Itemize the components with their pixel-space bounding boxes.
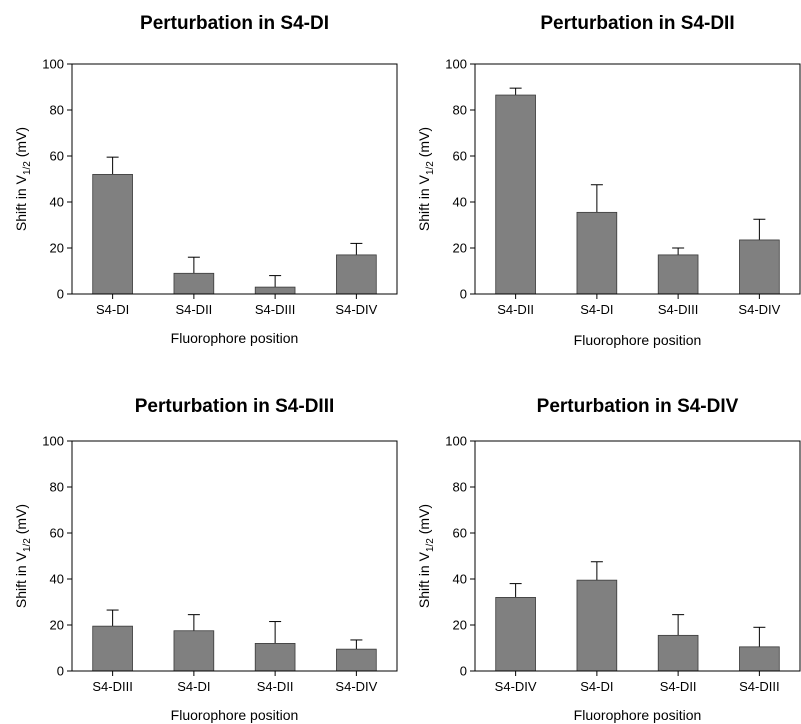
y-tick-label: 100 xyxy=(42,434,64,449)
bar xyxy=(657,634,699,672)
y-axis-label-subscript: 1/2 xyxy=(425,538,436,552)
y-axis-label-main: Shift in V xyxy=(13,174,29,231)
y-tick-label: 80 xyxy=(453,480,467,495)
x-tick-label: S4-DII xyxy=(497,302,534,317)
bar xyxy=(495,597,536,672)
y-axis-label-unit: (mV) xyxy=(416,504,432,538)
y-tick-label: 20 xyxy=(453,618,467,633)
x-tick-label: S4-DIV xyxy=(335,302,377,317)
x-tick-label: S4-DIV xyxy=(495,679,537,694)
y-axis-label-unit: (mV) xyxy=(13,504,29,538)
x-axis-label: Fluorophore position xyxy=(574,332,702,348)
chart-panel-3: Perturbation in S4-DIII 0 20 40 60 80 100 S4-DI… xyxy=(13,396,398,723)
y-tick-label: 60 xyxy=(50,526,64,541)
chart-panel-1: Perturbation in S4-DI 0 20 40 60 80 100 S4-DI S4… xyxy=(13,13,398,346)
x-tick-label: S4-DIII xyxy=(739,679,779,694)
y-axis-label-unit: (mV) xyxy=(416,127,432,161)
plot-frame xyxy=(474,440,801,672)
y-tick-label: 0 xyxy=(460,287,467,302)
bar xyxy=(173,272,215,295)
plot-frame xyxy=(71,63,398,295)
y-tick-label: 100 xyxy=(42,57,64,72)
y-axis-label-subscript: 1/2 xyxy=(22,161,33,175)
y-tick-label: 60 xyxy=(50,149,64,164)
bar xyxy=(576,211,618,295)
x-axis-label: Fluorophore position xyxy=(574,707,702,723)
y-tick-label: 60 xyxy=(453,526,467,541)
x-tick-label: S4-DIII xyxy=(255,302,295,317)
bar xyxy=(254,286,296,295)
y-axis-label-main: Shift in V xyxy=(416,551,432,608)
y-axis-label-main: Shift in V xyxy=(13,551,29,608)
y-axis-label-unit: (mV) xyxy=(13,127,29,161)
y-tick-label: 0 xyxy=(460,664,467,679)
y-axis-label-subscript: 1/2 xyxy=(22,538,33,552)
bar xyxy=(336,254,377,295)
y-tick-label: 60 xyxy=(453,149,467,164)
x-axis-label: Fluorophore position xyxy=(171,707,299,723)
x-tick-label: S4-DII xyxy=(175,302,212,317)
x-tick-label: S4-DIII xyxy=(658,302,698,317)
bar xyxy=(576,579,618,672)
bar xyxy=(254,643,296,672)
y-tick-label: 100 xyxy=(445,434,467,449)
chart-panel-4: Perturbation in S4-DIV 0 20 40 60 80 100 S4-DIV… xyxy=(416,396,801,723)
bar xyxy=(739,646,780,672)
y-tick-label: 40 xyxy=(50,572,64,587)
x-axis-label: Fluorophore position xyxy=(171,330,299,346)
x-tick-label: S4-DI xyxy=(96,302,129,317)
y-tick-label: 20 xyxy=(50,241,64,256)
chart-panel-2: Perturbation in S4-DII 0 20 40 60 80 100 S4-DII… xyxy=(416,13,801,348)
bar xyxy=(173,630,215,672)
y-tick-label: 80 xyxy=(453,103,467,118)
y-tick-label: 40 xyxy=(453,572,467,587)
x-tick-label: S4-DIV xyxy=(738,302,780,317)
y-tick-label: 100 xyxy=(445,57,467,72)
bar xyxy=(336,648,377,672)
y-axis-label: Shift in V1/2 (mV) xyxy=(416,504,436,608)
y-tick-label: 40 xyxy=(50,195,64,210)
y-tick-label: 0 xyxy=(57,287,64,302)
x-tick-label: S4-DIII xyxy=(92,679,132,694)
bar xyxy=(495,94,536,295)
y-tick-label: 20 xyxy=(50,618,64,633)
x-tick-label: S4-DI xyxy=(580,302,613,317)
bar xyxy=(739,239,780,295)
x-tick-label: S4-DI xyxy=(580,679,613,694)
y-tick-label: 80 xyxy=(50,103,64,118)
y-tick-label: 80 xyxy=(50,480,64,495)
y-axis-label: Shift in V1/2 (mV) xyxy=(13,127,33,231)
x-tick-label: S4-DII xyxy=(660,679,697,694)
y-axis-label-subscript: 1/2 xyxy=(425,161,436,175)
chart-title: Perturbation in S4-DIV xyxy=(537,396,739,417)
x-tick-label: S4-DII xyxy=(257,679,294,694)
y-tick-label: 20 xyxy=(453,241,467,256)
plot-frame xyxy=(474,63,801,295)
chart-title: Perturbation in S4-DII xyxy=(540,13,734,34)
plot-frame xyxy=(71,440,398,672)
x-tick-label: S4-DI xyxy=(177,679,210,694)
x-tick-label: S4-DIV xyxy=(335,679,377,694)
y-tick-label: 40 xyxy=(453,195,467,210)
y-axis-label-main: Shift in V xyxy=(416,174,432,231)
bar xyxy=(657,254,699,295)
chart-title: Perturbation in S4-DIII xyxy=(135,396,335,417)
y-axis-label: Shift in V1/2 (mV) xyxy=(13,504,33,608)
y-tick-label: 0 xyxy=(57,664,64,679)
y-axis-label: Shift in V1/2 (mV) xyxy=(416,127,436,231)
bar xyxy=(92,625,133,672)
chart-title: Perturbation in S4-DI xyxy=(140,13,329,34)
bar xyxy=(92,173,133,295)
